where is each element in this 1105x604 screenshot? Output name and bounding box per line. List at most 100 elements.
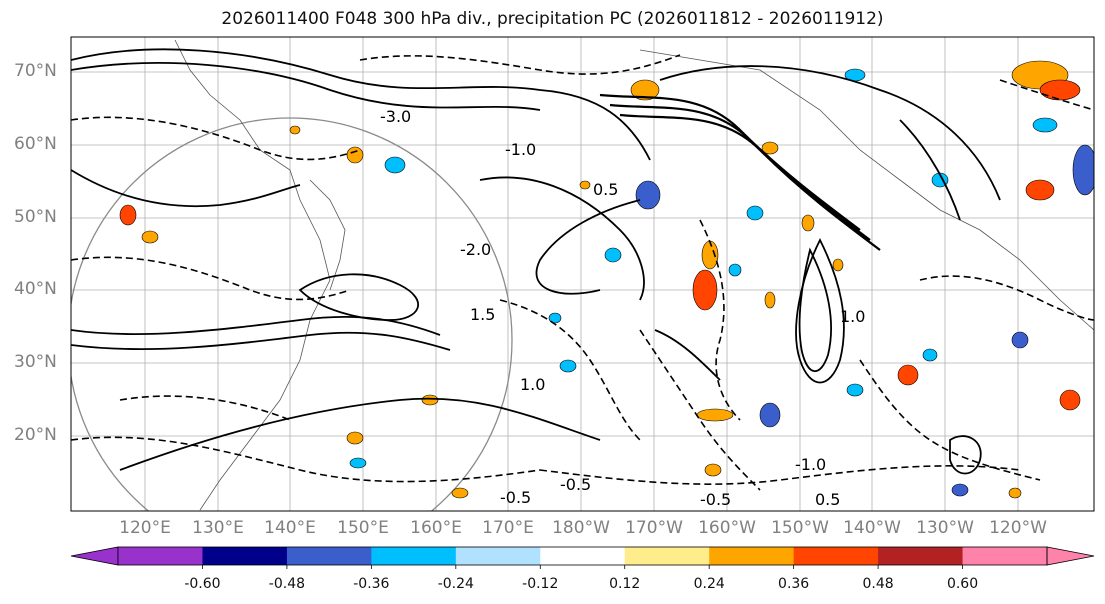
precipitation-cell: [1008, 487, 1022, 499]
contour-labels: -3.0 -1.0 1.0 -0.5 -0.5 0.5 -2.0 1.5 -1.0 0.5 1.0 -…: [380, 107, 865, 509]
precipitation-cell: [349, 457, 367, 469]
longitude-label: 160°W: [698, 518, 756, 538]
colorbar-tick-label: -0.12: [522, 576, 559, 592]
contour-label: 1.5: [470, 305, 495, 324]
longitude-label: 140°E: [264, 518, 316, 538]
colorbar: [70, 546, 1095, 569]
precipitation-cell: [604, 247, 622, 263]
precipitation-cell: [696, 408, 734, 422]
contour-label: -3.0: [380, 107, 411, 126]
colorbar-segment: [118, 547, 203, 565]
colorbar-frame: [117, 546, 1048, 566]
divergence-contours: [71, 48, 1001, 475]
precipitation-cell: [692, 269, 718, 311]
colorbar-tick-label: 0.48: [862, 576, 894, 592]
colorbar-tick-label: -0.36: [353, 576, 390, 592]
colorbar-tick-label: -0.48: [268, 576, 306, 592]
colorbar-extend-min: [70, 546, 119, 566]
precipitation-cell: [1011, 331, 1029, 349]
longitude-label: 180°W: [552, 518, 610, 538]
contour-label: -0.5: [500, 488, 531, 507]
longitude-label: 130°E: [192, 518, 244, 538]
colorbar-tick-label: 0.60: [946, 576, 979, 592]
negative-contours: [71, 54, 1094, 491]
colorbar-tick-label: 0.12: [609, 576, 641, 592]
precipitation-cell: [1039, 79, 1081, 101]
precipitation-cell: [559, 359, 577, 373]
precipitation-cell: [1025, 179, 1055, 201]
precipitation-cell: [759, 402, 781, 428]
latitude-label: 50°N: [14, 207, 57, 227]
colorbar-segment: [962, 547, 1048, 565]
colorbar-segment: [540, 547, 626, 565]
colorbar-tick-label: 0.36: [778, 576, 810, 592]
latitude-label: 20°N: [14, 425, 57, 445]
precipitation-cell: [289, 125, 301, 135]
contour-label: 0.5: [593, 180, 618, 199]
colorbar-segment: [878, 547, 964, 565]
precipitation-cell: [635, 180, 661, 210]
colorbar-segment: [286, 547, 372, 565]
precipitation-cell: [832, 258, 844, 272]
map-background: [71, 37, 1094, 511]
precipitation-cell: [119, 204, 137, 226]
colorbar-tick-label: -0.60: [184, 576, 221, 592]
precipitation-cell: [346, 146, 364, 164]
longitude-label: 150°E: [337, 518, 389, 538]
latitude-label: 70°N: [14, 61, 57, 81]
colorbar-segment: [709, 547, 795, 565]
precipitation-cell: [846, 383, 864, 397]
precipitation-cell: [1059, 389, 1081, 411]
longitude-label: 150°W: [771, 518, 829, 538]
longitude-label: 140°W: [843, 518, 901, 538]
precipitation-cell: [728, 263, 742, 277]
precipitation-cell: [801, 214, 815, 232]
contour-label: -0.5: [700, 490, 731, 509]
colorbar-segment: [624, 547, 710, 565]
longitude-label: 130°W: [916, 518, 974, 538]
latitude-label: 30°N: [14, 352, 57, 372]
precipitation-cell: [701, 240, 719, 270]
contour-label: -2.0: [460, 240, 491, 259]
contour-label: 1.0: [840, 307, 865, 326]
longitude-label: 120°E: [119, 518, 171, 538]
precipitation-cell: [141, 230, 159, 244]
precipitation-cell: [451, 487, 469, 499]
precipitation-cell: [630, 79, 660, 101]
precipitation-cell: [384, 156, 406, 174]
precipitation-cell: [1032, 117, 1058, 133]
longitude-label: 120°W: [989, 518, 1047, 538]
latitude-label: 60°N: [14, 134, 57, 154]
colorbar-tick-label: -0.24: [437, 576, 474, 592]
plot-title: 2026011400 F048 300 hPa div., precipitat…: [221, 9, 884, 29]
colorbar-segment: [793, 547, 879, 565]
latitude-label: 40°N: [14, 279, 57, 299]
precipitation-cell: [951, 483, 969, 497]
colorbar-segment: [455, 547, 541, 565]
longitude-label: 170°W: [625, 518, 683, 538]
contour-label: -1.0: [505, 140, 536, 159]
precipitation-cell: [1072, 144, 1094, 196]
contour-label: -0.5: [560, 475, 591, 494]
contour-label: -1.0: [795, 455, 826, 474]
precipitation-shading: [119, 60, 1094, 499]
precipitation-cell: [897, 364, 919, 386]
precipitation-cell: [922, 348, 938, 362]
precipitation-cell: [761, 141, 779, 155]
contour-label: 1.0: [520, 375, 545, 394]
precipitation-cell: [704, 463, 722, 477]
colorbar-segment: [371, 547, 457, 565]
contour-label: 0.5: [815, 490, 840, 509]
precipitation-cell: [548, 312, 562, 324]
colorbar-extend-max: [1046, 546, 1095, 566]
precipitation-cell: [764, 291, 776, 309]
precipitation-cell: [579, 180, 591, 190]
colorbar-tick-label: 0.24: [693, 576, 725, 592]
longitude-label: 160°E: [410, 518, 462, 538]
map-frame: [70, 36, 1095, 512]
longitude-label: 170°E: [482, 518, 534, 538]
colorbar-segment: [202, 547, 288, 565]
precipitation-cell: [421, 394, 439, 406]
precipitation-cell: [746, 205, 764, 221]
